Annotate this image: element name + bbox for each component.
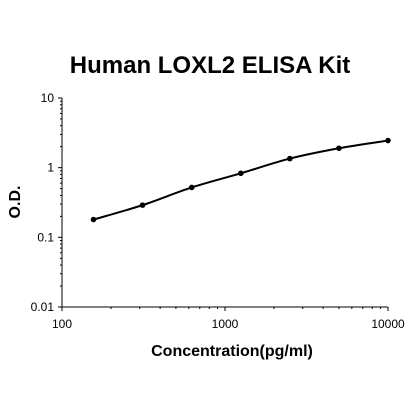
- y-tick-label: 0.01: [31, 300, 55, 314]
- series-line: [93, 139, 389, 221]
- data-point: [385, 137, 391, 144]
- y-tick-label: 0.1: [37, 230, 54, 244]
- data-point: [90, 216, 97, 223]
- chart-title: Human LOXL2 ELISA Kit: [69, 52, 351, 79]
- x-tick-label: 10000: [371, 317, 405, 331]
- data-point: [287, 155, 293, 162]
- x-tick-label: 1000: [212, 317, 239, 331]
- data-point: [188, 184, 195, 191]
- data-point: [139, 202, 146, 208]
- data-point: [336, 145, 342, 152]
- data-point: [237, 170, 244, 177]
- x-axis-label: Concentration(pg/ml): [151, 343, 313, 360]
- y-tick-label: 1: [47, 161, 54, 175]
- y-tick-label: 10: [41, 91, 55, 105]
- x-tick-label: 100: [52, 317, 72, 331]
